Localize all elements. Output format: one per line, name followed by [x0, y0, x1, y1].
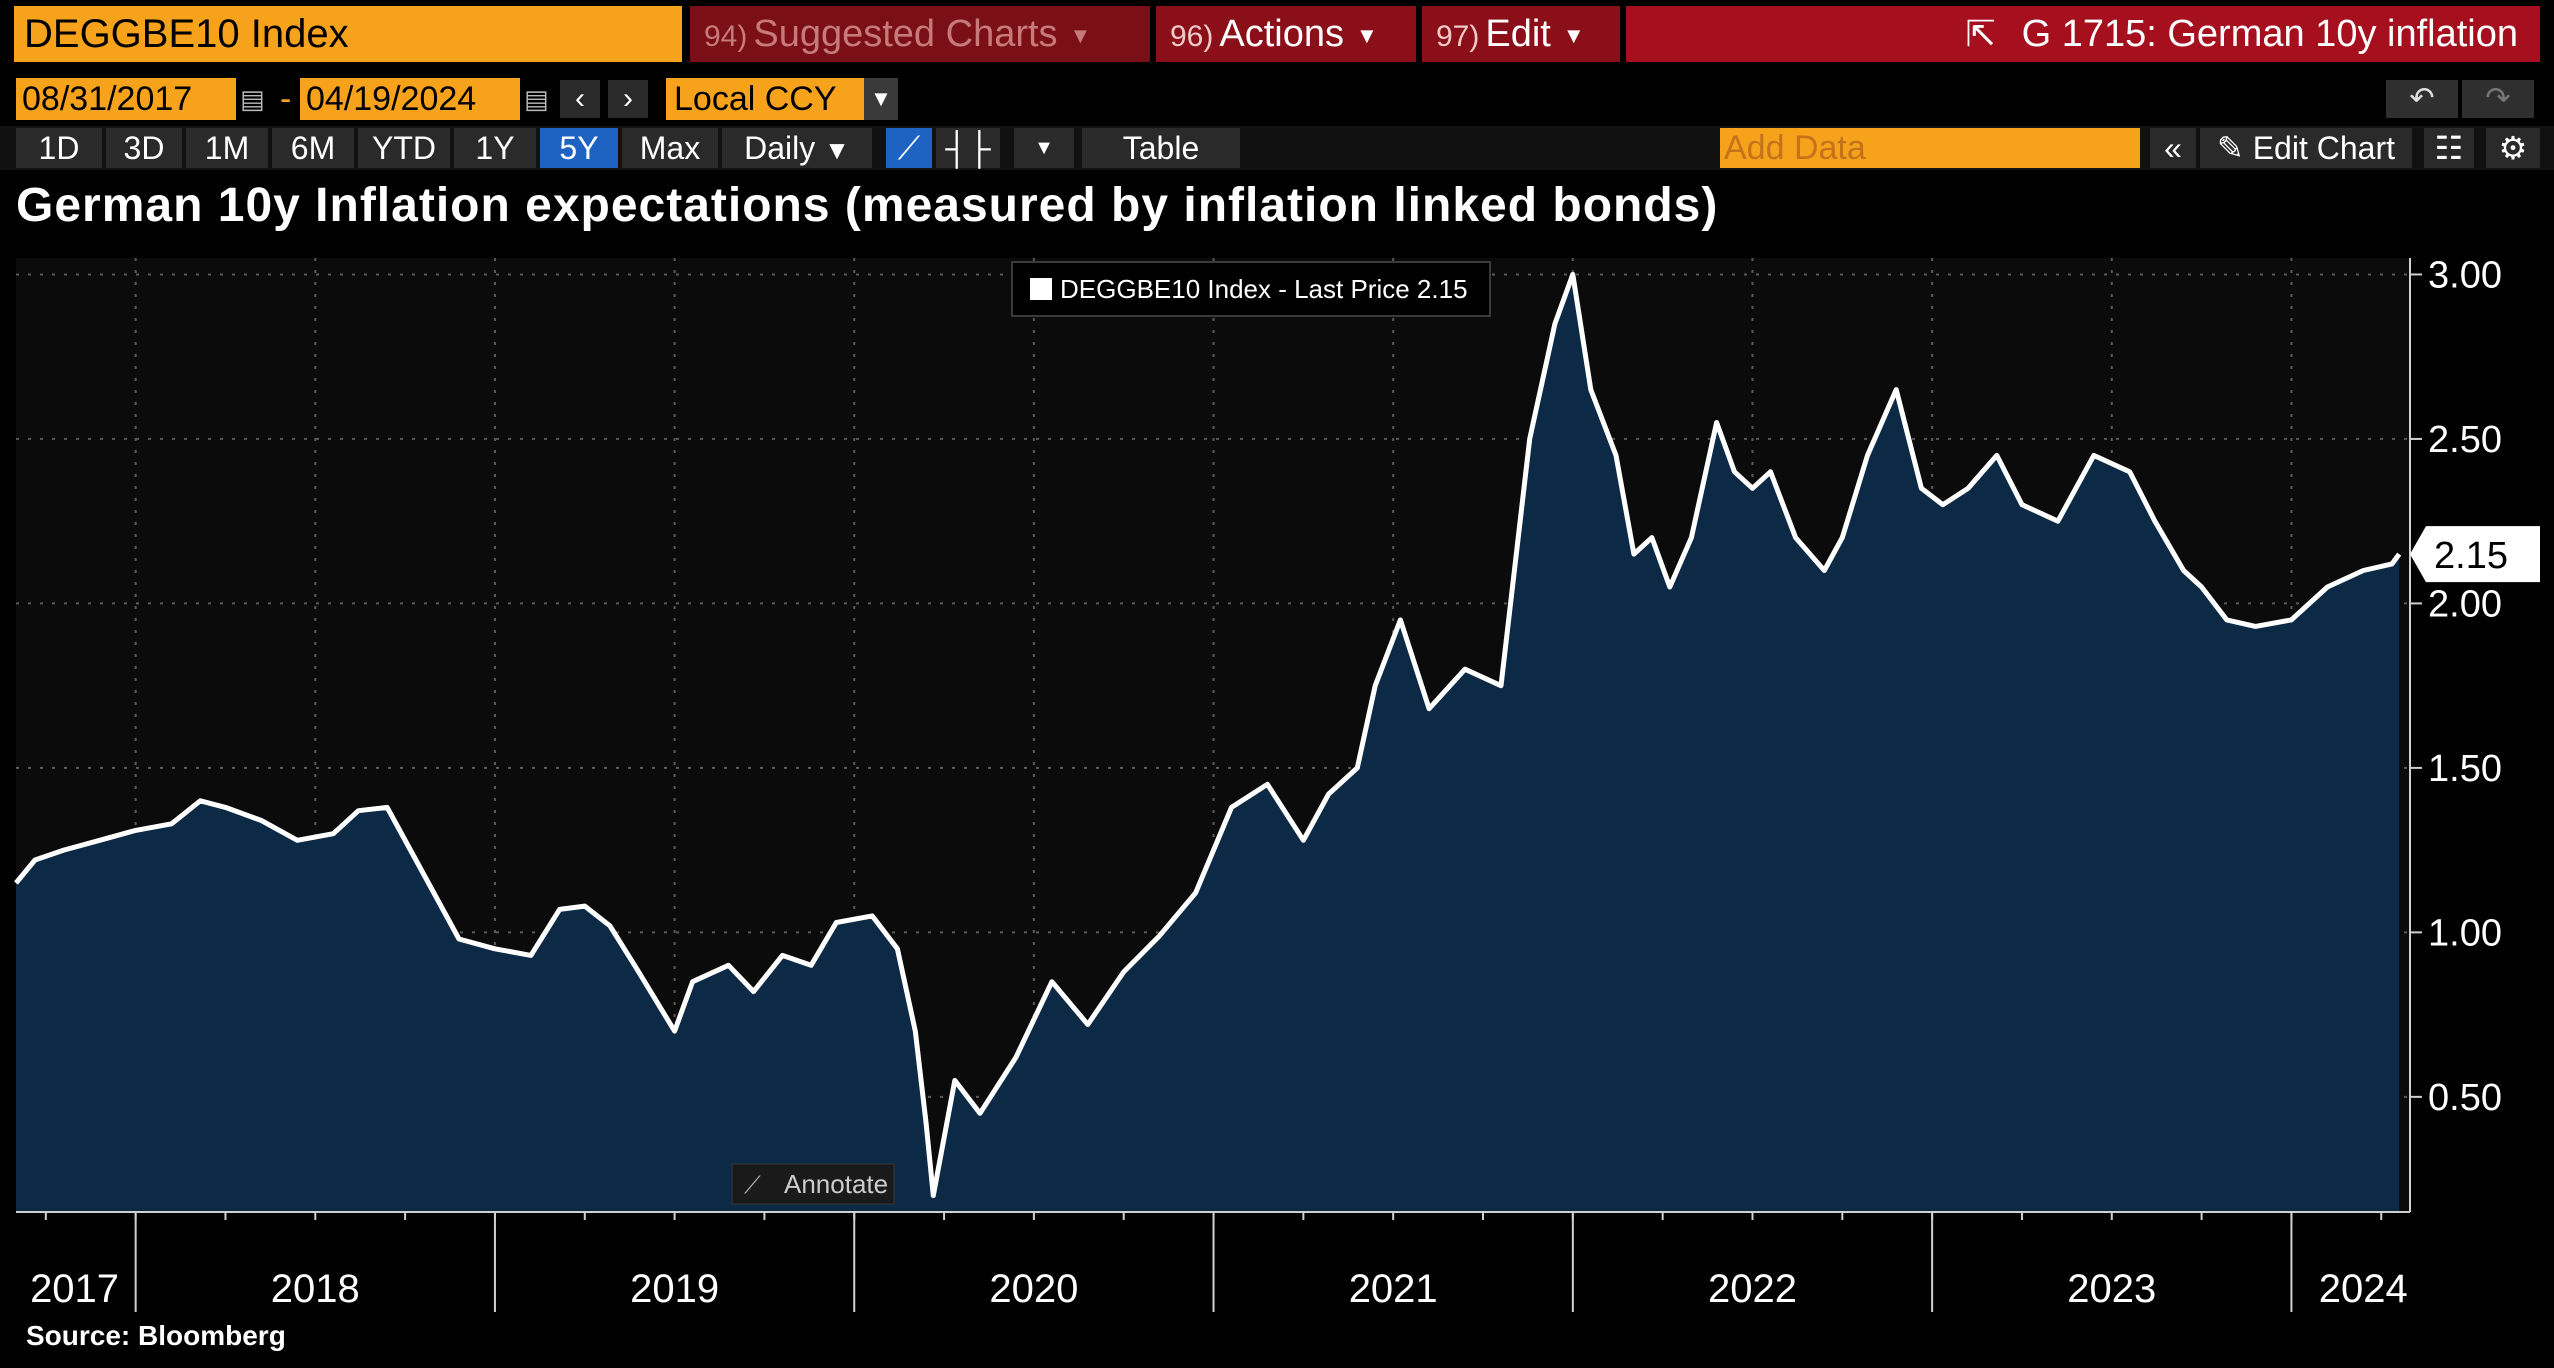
- actions-menu[interactable]: 96) Actions ▼: [1156, 6, 1416, 62]
- table-button[interactable]: Table: [1082, 128, 1240, 168]
- x-tick-label: 2021: [1349, 1267, 1438, 1311]
- x-tick-label: 2018: [271, 1267, 360, 1311]
- range-1m-button[interactable]: 1M: [186, 128, 268, 168]
- legend-swatch: [1030, 278, 1052, 300]
- line-chart-icon[interactable]: ⟋: [886, 128, 932, 168]
- chevron-down-icon: ▼: [824, 135, 850, 165]
- end-date-input[interactable]: 04/19/2024: [300, 78, 520, 120]
- start-date-input[interactable]: 08/31/2017: [16, 78, 236, 120]
- chevron-down-icon: ▼: [864, 78, 898, 120]
- range-1y-button[interactable]: 1Y: [454, 128, 536, 168]
- actions-number: 96): [1170, 20, 1214, 53]
- chart-legend[interactable]: DEGGBE10 Index - Last Price 2.15: [1011, 261, 1491, 317]
- external-link-icon[interactable]: ⇱: [1965, 13, 1996, 54]
- x-tick-label: 2024: [2319, 1267, 2408, 1311]
- add-data-input[interactable]: Add Data: [1720, 128, 2140, 168]
- suggested-charts-menu[interactable]: 94) Suggested Charts ▼: [690, 6, 1150, 62]
- y-tick-label: 2.50: [2428, 419, 2502, 461]
- window-title: G 1715: German 10y inflation: [2021, 13, 2518, 55]
- x-tick-label: 2023: [2067, 1267, 2156, 1311]
- last-value-tag: [2410, 526, 2540, 583]
- x-axis-ticks: 2017 2018 2019 2020 2021 2022 2023 2024: [30, 1212, 2408, 1312]
- edit-chart-label: Edit Chart: [2252, 130, 2395, 166]
- actions-label: Actions: [1219, 13, 1344, 55]
- range-1d-button[interactable]: 1D: [16, 128, 102, 168]
- undo-button[interactable]: ↶: [2386, 80, 2458, 118]
- last-value-label: 2.15: [2410, 526, 2540, 583]
- y-tick-label: 2.00: [2428, 583, 2502, 625]
- top-bar: DEGGBE10 Index 94) Suggested Charts ▼ 96) A…: [0, 0, 2554, 66]
- frequency-select[interactable]: Daily ▼: [722, 128, 872, 168]
- chart-title: German 10y Inflation expectations (measu…: [16, 179, 1719, 232]
- range-ytd-button[interactable]: YTD: [358, 128, 450, 168]
- y-tick-label: 1.50: [2428, 748, 2502, 790]
- x-tick-label: 2017: [30, 1267, 119, 1311]
- x-tick-label: 2022: [1708, 1267, 1797, 1311]
- gear-icon[interactable]: ⚙: [2486, 128, 2540, 168]
- redo-button[interactable]: ↷: [2462, 80, 2534, 118]
- pencil-icon: ⟋: [744, 1171, 761, 1199]
- last-value-text: 2.15: [2434, 535, 2508, 577]
- currency-select[interactable]: Local CCY ▼: [666, 78, 898, 120]
- chevron-down-icon[interactable]: ▼: [1014, 128, 1074, 168]
- range-5y-button[interactable]: 5Y: [540, 128, 618, 168]
- range-toolbar: 1D 3D 1M 6M YTD 1Y 5Y Max Daily ▼ ⟋ ┤├ ▼…: [0, 126, 2554, 170]
- y-tick-label: 1.00: [2428, 912, 2502, 954]
- annotate-button[interactable]: ⟋ Annotate: [731, 1163, 895, 1205]
- range-max-button[interactable]: Max: [622, 128, 718, 168]
- suggested-number: 94): [704, 20, 748, 53]
- range-6m-button[interactable]: 6M: [272, 128, 354, 168]
- x-tick-label: 2020: [989, 1267, 1078, 1311]
- window-title-bar: ⇱ G 1715: German 10y inflation: [1626, 6, 2540, 62]
- currency-label: Local CCY: [674, 80, 837, 118]
- y-tick-label: 0.50: [2428, 1077, 2502, 1119]
- annotate-box: [731, 1163, 895, 1205]
- date-separator: -: [280, 80, 292, 118]
- suggested-label: Suggested Charts: [753, 13, 1058, 55]
- edit-label: Edit: [1485, 13, 1551, 55]
- next-period-button[interactable]: ›: [608, 80, 648, 118]
- legend-box: [1011, 261, 1491, 317]
- ticker-field[interactable]: DEGGBE10 Index: [14, 6, 682, 62]
- range-3d-button[interactable]: 3D: [106, 128, 182, 168]
- calendar-icon[interactable]: ▤: [524, 84, 549, 114]
- date-row: 08/31/2017 ▤ - 04/19/2024 ▤ ‹ › Local CC…: [0, 78, 2554, 122]
- chevron-down-icon: ▼: [1069, 22, 1092, 48]
- edit-number: 97): [1436, 20, 1480, 53]
- legend-text: DEGGBE10 Index - Last Price 2.15: [1060, 274, 1468, 304]
- pencil-icon: ✎: [2217, 130, 2244, 166]
- previous-period-button[interactable]: ‹: [560, 80, 600, 118]
- frequency-label: Daily: [744, 130, 816, 166]
- series-area: [16, 274, 2400, 1212]
- chevron-down-icon: ▼: [1562, 22, 1585, 48]
- collapse-icon[interactable]: «: [2150, 128, 2196, 168]
- calendar-icon[interactable]: ▤: [240, 84, 265, 114]
- series-line: [14, 271, 2402, 1199]
- y-tick-label: 3.00: [2428, 254, 2502, 296]
- edit-menu[interactable]: 97) Edit ▼: [1422, 6, 1620, 62]
- x-tick-label: 2019: [630, 1267, 719, 1311]
- bar-chart-icon[interactable]: ┤├: [936, 128, 1000, 168]
- annotate-label: Annotate: [784, 1169, 888, 1199]
- y-axis-ticks: 3.00 2.50 2.00 1.50 1.00 0.50: [2410, 254, 2502, 1119]
- edit-chart-button[interactable]: ✎ Edit Chart: [2200, 128, 2412, 168]
- chevron-down-icon: ▼: [1355, 22, 1378, 48]
- chart-settings-icon[interactable]: ☷: [2424, 128, 2474, 168]
- source-note: Source: Bloomberg: [26, 1320, 286, 1351]
